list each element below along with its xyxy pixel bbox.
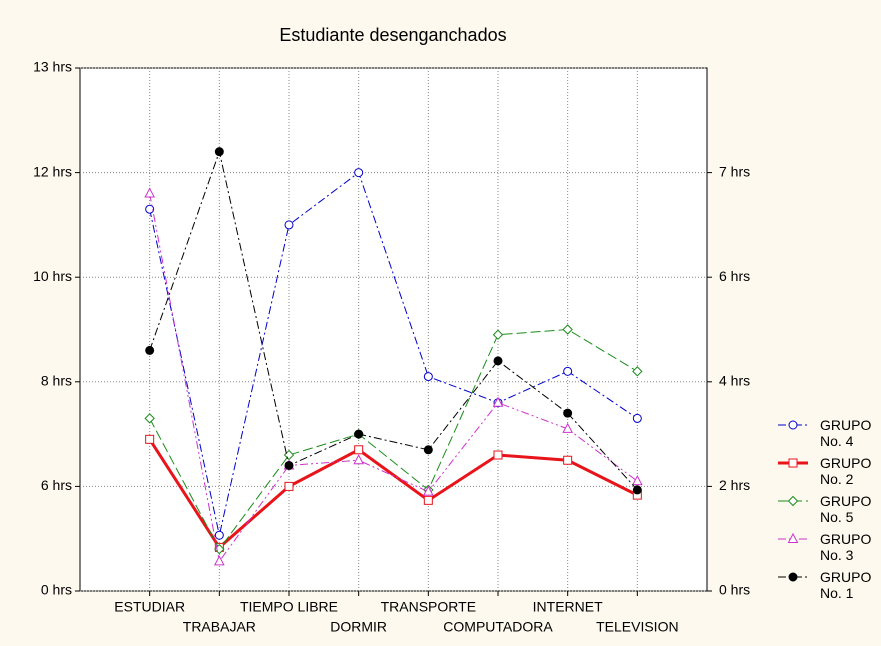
legend-label: GRUPO No. 3 <box>820 531 872 563</box>
marker <box>353 454 364 465</box>
marker <box>214 147 224 157</box>
y2-tick-label: 6 hrs <box>719 268 750 284</box>
marker <box>423 495 433 505</box>
marker <box>423 445 433 455</box>
marker <box>788 458 798 468</box>
marker <box>562 324 573 335</box>
marker <box>788 420 798 430</box>
y-tick-label: 10 hrs <box>33 268 72 284</box>
marker <box>144 187 155 198</box>
marker <box>423 485 434 496</box>
y-tick-label: 6 hrs <box>41 477 72 493</box>
x-tick-label: TIEMPO LIBRE <box>240 599 338 615</box>
marker <box>563 455 573 465</box>
x-tick-label: TRABAJAR <box>183 619 256 635</box>
series-line <box>149 328 638 551</box>
legend-label: GRUPO No. 1 <box>820 569 872 601</box>
marker <box>214 530 224 540</box>
marker <box>145 345 155 355</box>
series-line <box>149 149 638 491</box>
marker <box>492 329 504 340</box>
marker <box>632 485 642 495</box>
y-tick-label: 13 hrs <box>33 59 72 75</box>
marker <box>354 429 364 439</box>
x-tick-label: COMPUTADORA <box>443 619 553 635</box>
y-tick-label: 8 hrs <box>41 373 72 389</box>
marker <box>632 413 642 423</box>
chart-title: Estudiante desenganchados <box>279 25 506 45</box>
marker <box>563 408 573 418</box>
marker <box>145 204 155 214</box>
x-tick-label: TRANSPORTE <box>381 599 476 615</box>
x-tick-label: INTERNET <box>533 599 603 615</box>
marker <box>354 168 364 178</box>
legend-label: GRUPO No. 2 <box>820 455 872 487</box>
legend-label: GRUPO No. 5 <box>820 493 872 525</box>
series-line <box>148 438 639 550</box>
marker <box>354 445 364 455</box>
marker <box>563 366 573 376</box>
marker <box>493 450 503 460</box>
marker <box>492 396 504 407</box>
y-tick-label: 12 hrs <box>33 163 72 179</box>
marker <box>144 413 155 424</box>
legend-label: GRUPO No. 4 <box>820 417 872 449</box>
y2-tick-label: 7 hrs <box>719 163 750 179</box>
marker <box>562 422 573 433</box>
marker <box>214 555 225 566</box>
x-tick-label: DORMIR <box>330 619 387 635</box>
y-tick-label: 0 hrs <box>41 582 72 598</box>
series-line <box>149 171 638 536</box>
marker <box>284 481 294 491</box>
marker <box>145 434 155 444</box>
x-tick-label: TELEVISION <box>596 619 678 635</box>
series-line <box>149 193 638 563</box>
x-tick-label: ESTUDIAR <box>114 599 185 615</box>
marker <box>423 372 433 382</box>
marker <box>284 460 294 470</box>
marker <box>632 366 643 377</box>
y2-tick-label: 2 hrs <box>719 477 750 493</box>
marker <box>284 220 294 230</box>
y2-tick-label: 4 hrs <box>719 373 750 389</box>
marker <box>787 495 799 507</box>
marker <box>787 532 799 543</box>
marker <box>632 475 643 486</box>
y2-tick-label: 0 hrs <box>719 582 750 598</box>
marker <box>493 356 503 366</box>
plot-area <box>79 67 708 592</box>
marker <box>788 572 798 582</box>
